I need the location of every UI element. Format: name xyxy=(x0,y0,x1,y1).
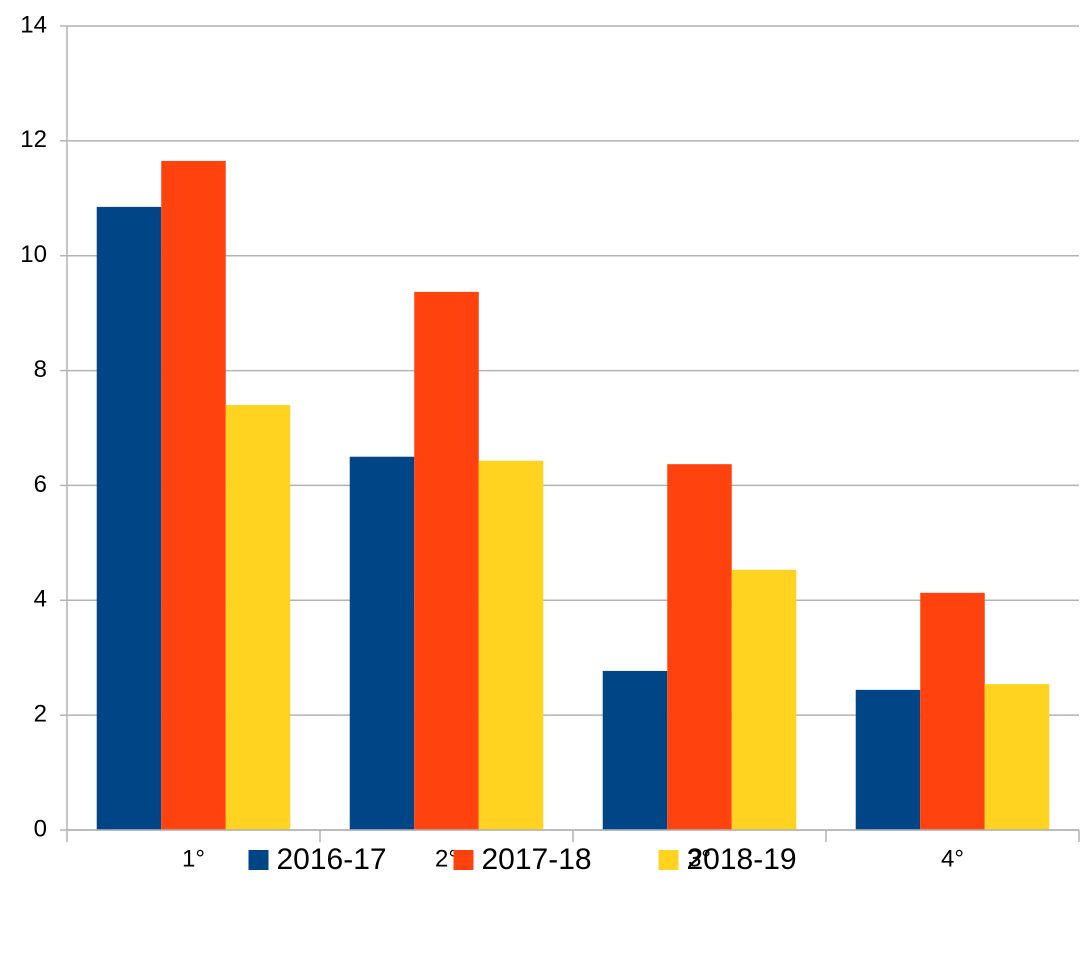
y-tick-label: 2 xyxy=(34,700,47,727)
bar xyxy=(478,460,544,830)
y-tick-label: 6 xyxy=(34,471,47,498)
y-tick-label: 14 xyxy=(20,11,47,38)
y-tick-label: 4 xyxy=(34,586,47,613)
legend-label: 2018-19 xyxy=(687,843,797,876)
bar xyxy=(984,684,1050,830)
bar xyxy=(414,291,479,830)
bar xyxy=(96,206,162,830)
bar xyxy=(855,689,921,830)
x-tick-label: 2° xyxy=(435,845,458,872)
x-tick-label: 3° xyxy=(688,845,711,872)
x-tick-label: 4° xyxy=(941,845,964,872)
y-tick-label: 0 xyxy=(34,815,47,842)
legend-label: 2016-17 xyxy=(277,843,387,876)
legend-swatch xyxy=(248,850,269,870)
x-tick-label: 1° xyxy=(182,845,205,872)
bar xyxy=(731,569,797,830)
y-tick-label: 8 xyxy=(34,356,47,383)
bar xyxy=(161,160,226,830)
legend-swatch xyxy=(658,850,679,870)
bar xyxy=(225,405,291,830)
y-tick-label: 10 xyxy=(20,241,47,268)
bar xyxy=(349,456,415,830)
bar xyxy=(602,670,668,830)
legend-label: 2017-18 xyxy=(482,843,592,876)
legend-swatch xyxy=(453,850,474,870)
y-tick-label: 12 xyxy=(20,126,47,153)
bar xyxy=(920,592,985,830)
bar xyxy=(667,464,732,830)
